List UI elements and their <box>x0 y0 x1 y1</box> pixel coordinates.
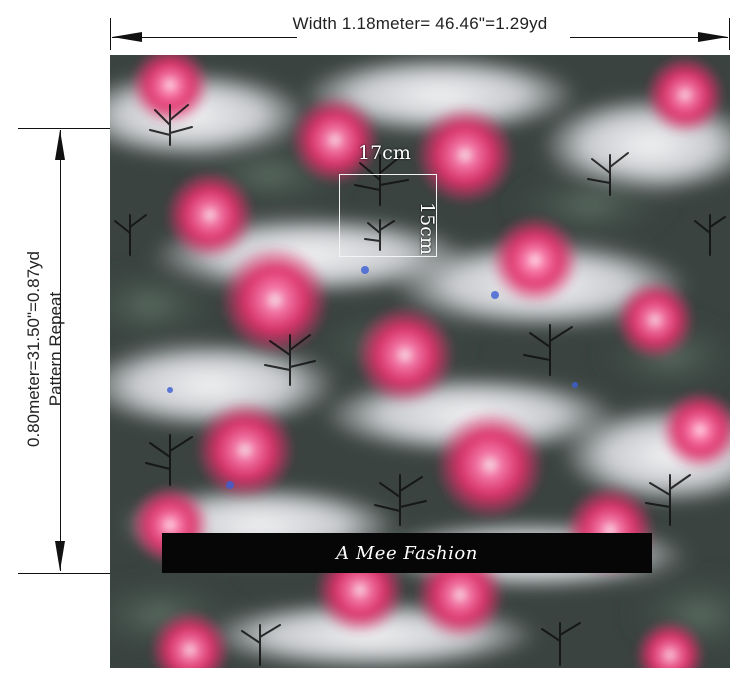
width-label: Width 1.18meter= 46.46"=1.29yd <box>292 14 548 33</box>
tile-repeat-box <box>339 174 437 257</box>
fabric-pattern <box>110 55 730 668</box>
height-top-tick <box>18 128 138 129</box>
brand-bar: A Mee Fashion <box>162 533 652 573</box>
height-arrow-up-icon <box>55 130 65 160</box>
height-bottom-tick <box>18 573 138 574</box>
pattern-repeat-label: Pattern Repeat <box>46 291 65 407</box>
width-line-right <box>570 37 728 38</box>
brand-watermark: A Mee Fashion <box>336 542 478 564</box>
width-right-tick <box>729 18 730 50</box>
width-line-left <box>112 37 297 38</box>
height-label: 0.80meter=31.50"=0.87yd <box>24 251 43 448</box>
height-arrow-down-icon <box>55 541 65 571</box>
height-line <box>60 130 61 571</box>
width-arrow-right-icon <box>698 32 728 42</box>
width-left-tick <box>110 18 111 50</box>
width-arrow-left-icon <box>112 32 142 42</box>
height-dimension: 0.80meter=31.50"=0.87yd Pattern Repeat <box>23 169 67 529</box>
tile-height-label: 15cm <box>416 202 438 255</box>
tile-width-label: 17cm <box>358 142 411 164</box>
fabric-print-image <box>110 55 730 668</box>
